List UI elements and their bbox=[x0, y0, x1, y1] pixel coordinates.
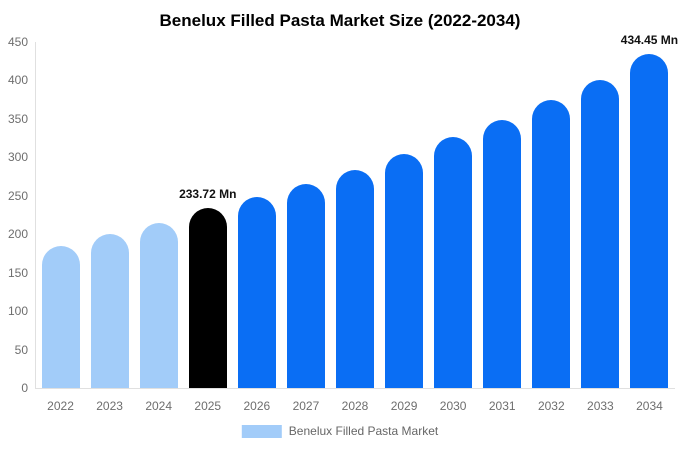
y-tick-label-0: 0 bbox=[21, 381, 28, 395]
x-label-2033: 2033 bbox=[587, 399, 614, 413]
bar-2023[interactable] bbox=[90, 234, 129, 388]
data-label-2025: 233.72 Mn bbox=[179, 187, 237, 202]
bar-2026[interactable] bbox=[237, 197, 276, 388]
legend-label: Benelux Filled Pasta Market bbox=[288, 424, 439, 438]
bar-2027[interactable] bbox=[286, 184, 325, 388]
data-label-2034: 434.45 Mn bbox=[620, 32, 679, 47]
bar-2032[interactable] bbox=[532, 100, 571, 388]
bar-2029[interactable] bbox=[385, 154, 424, 388]
y-tick-label-100: 100 bbox=[7, 304, 28, 319]
x-label-2034: 2034 bbox=[636, 399, 663, 413]
y-tick-label-200: 200 bbox=[7, 227, 28, 242]
y-tick-label-350: 350 bbox=[7, 111, 28, 126]
x-label-2028: 2028 bbox=[341, 399, 369, 413]
bar-2030[interactable] bbox=[434, 137, 473, 388]
bar-2034[interactable] bbox=[630, 53, 669, 388]
y-tick-label-150: 150 bbox=[7, 265, 28, 280]
x-label-2032: 2032 bbox=[537, 399, 565, 413]
x-label-2027: 2027 bbox=[292, 399, 320, 413]
bar-2024[interactable] bbox=[139, 223, 178, 388]
x-label-2029: 2029 bbox=[390, 399, 418, 413]
x-label-2031: 2031 bbox=[488, 399, 516, 413]
x-label-2022: 2022 bbox=[47, 399, 74, 413]
y-tick-label-250: 250 bbox=[7, 188, 28, 203]
y-tick-label-450: 450 bbox=[7, 35, 28, 49]
bar-2022[interactable] bbox=[41, 245, 80, 388]
chart-title: Benelux Filled Pasta Market Size (2022-2… bbox=[159, 11, 521, 30]
x-label-2030: 2030 bbox=[439, 399, 467, 413]
x-label-2025: 2025 bbox=[194, 399, 222, 413]
y-tick-label-50: 50 bbox=[14, 342, 28, 357]
bar-2028[interactable] bbox=[336, 169, 374, 388]
x-label-2024: 2024 bbox=[145, 399, 173, 413]
x-label-2026: 2026 bbox=[243, 399, 271, 413]
bar-2033[interactable] bbox=[581, 79, 620, 388]
bar-2025[interactable] bbox=[188, 208, 227, 388]
legend-item[interactable]: Benelux Filled Pasta Market bbox=[241, 424, 439, 438]
bar-2031[interactable] bbox=[483, 119, 522, 388]
x-axis-line bbox=[35, 388, 675, 389]
legend-swatch bbox=[241, 424, 282, 438]
y-tick-label-400: 400 bbox=[7, 73, 28, 88]
y-axis-line bbox=[35, 42, 36, 388]
y-tick-label-300: 300 bbox=[7, 150, 28, 165]
x-label-2023: 2023 bbox=[96, 399, 123, 413]
